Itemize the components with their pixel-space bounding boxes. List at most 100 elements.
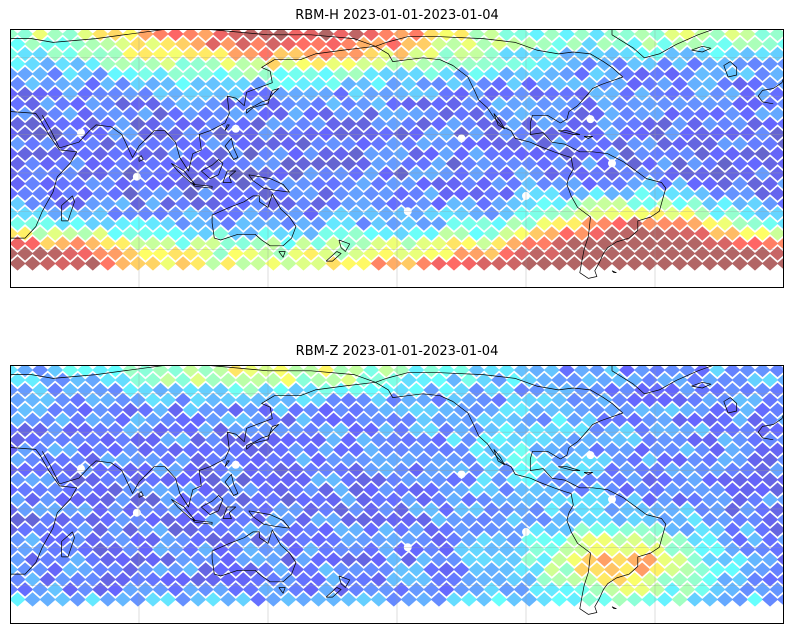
data-cell (551, 412, 568, 428)
data-cell (701, 492, 718, 507)
data-cell (679, 106, 696, 121)
data-cell (415, 56, 432, 72)
coastline (222, 506, 237, 519)
data-cell (235, 56, 252, 72)
data-cell (686, 196, 703, 211)
data-cell (746, 412, 764, 428)
data-cell (325, 552, 342, 567)
data-cell (400, 236, 417, 251)
data-cell (445, 156, 463, 171)
data-cell (475, 236, 493, 251)
data-cell (438, 365, 455, 378)
data-cell (498, 29, 515, 42)
data-cell (626, 216, 643, 231)
data-cell (182, 226, 199, 241)
data-cell (122, 106, 139, 121)
data-cell (521, 196, 538, 211)
data-cell (174, 176, 192, 191)
data-cell (649, 542, 666, 557)
data-cell (265, 392, 282, 408)
data-cell (310, 116, 327, 131)
data-cell (460, 572, 478, 587)
data-cell (483, 166, 500, 181)
data-cell (129, 472, 147, 487)
data-cell (475, 176, 493, 191)
data-cell (543, 186, 560, 201)
data-cell (746, 196, 764, 211)
data-cell (679, 522, 696, 537)
data-cell (573, 462, 591, 477)
data-cell (633, 126, 651, 141)
data-cell (10, 236, 26, 251)
data-cell (656, 136, 673, 151)
data-cell (716, 56, 733, 72)
data-cell (10, 482, 19, 497)
coastline (224, 460, 230, 467)
data-cell (47, 29, 64, 42)
data-cell (310, 96, 327, 112)
data-cell (761, 216, 779, 231)
data-cell (257, 442, 274, 457)
data-cell (99, 532, 116, 547)
data-cell (423, 582, 440, 597)
data-cell (235, 136, 252, 151)
data-cell (295, 116, 312, 131)
data-cell (536, 492, 553, 507)
data-cell (370, 572, 387, 587)
data-cell (415, 572, 432, 587)
data-cell (205, 532, 222, 547)
data-cell (190, 116, 207, 131)
data-cell (77, 542, 94, 557)
data-cell (190, 432, 207, 448)
data-cell (340, 216, 357, 231)
data-cell (596, 156, 613, 171)
data-cell (408, 542, 425, 557)
data-cell (144, 196, 162, 211)
data-cell (69, 56, 86, 72)
data-cell (62, 365, 79, 378)
data-cell (107, 146, 124, 161)
data-cell (716, 492, 733, 507)
data-cell (114, 236, 131, 251)
data-cell (649, 186, 666, 201)
data-cell (769, 542, 784, 557)
data-cell (739, 226, 756, 241)
data-cell (77, 365, 94, 378)
data-cell (460, 236, 478, 251)
data-cell (551, 76, 568, 92)
data-cell (370, 36, 387, 52)
data-cell (355, 472, 372, 487)
data-cell (355, 216, 372, 231)
data-cell (39, 472, 56, 487)
data-cell (581, 116, 598, 131)
data-cell (295, 196, 312, 211)
data-cell (257, 29, 274, 42)
data-cell (671, 392, 688, 408)
data-cell (122, 542, 139, 557)
data-cell (295, 392, 312, 408)
data-cell (174, 196, 192, 211)
data-cell (197, 29, 214, 42)
data-cell (84, 76, 101, 92)
data-cell (566, 392, 583, 408)
data-cell (460, 156, 478, 171)
data-cell (295, 236, 312, 251)
data-cell (475, 472, 493, 487)
data-cell (235, 236, 252, 251)
data-cell (220, 492, 237, 507)
data-cell (709, 206, 726, 221)
data-cell (287, 542, 305, 557)
data-cell (536, 532, 553, 547)
data-cell (340, 432, 357, 448)
data-gap (586, 451, 595, 460)
data-cell (77, 502, 94, 517)
data-cell (114, 96, 131, 112)
data-cell (310, 572, 327, 587)
data-cell (498, 462, 515, 477)
data-cell (10, 365, 19, 378)
data-cell (144, 216, 162, 231)
data-cell (227, 106, 244, 121)
data-cell (754, 186, 771, 201)
data-cell (144, 572, 162, 587)
data-cell (174, 36, 192, 52)
